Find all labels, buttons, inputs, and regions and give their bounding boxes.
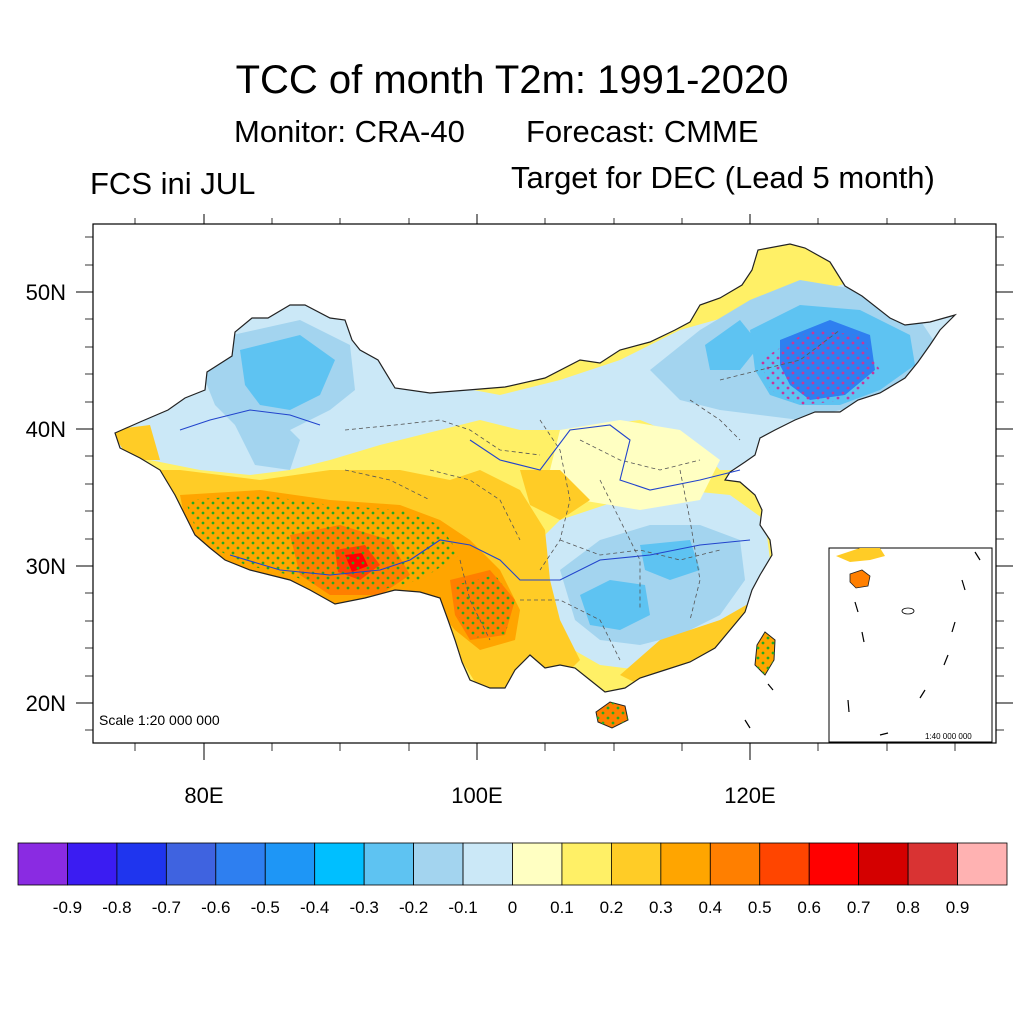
init-month-label: FCS ini JUL xyxy=(90,166,256,201)
colorbar-label: 0 xyxy=(508,898,517,917)
lon-tick-label: 80E xyxy=(184,783,223,808)
colorbar-swatch xyxy=(215,842,266,886)
colorbar-label: -0.5 xyxy=(251,898,280,917)
colorbar-swatch xyxy=(561,842,612,886)
colorbar-swatch xyxy=(907,842,958,886)
map-scale-text: Scale 1:20 000 000 xyxy=(99,712,220,728)
colorbar-swatch xyxy=(67,842,118,886)
lat-tick-label: 30N xyxy=(26,554,66,579)
colorbar-swatch xyxy=(116,842,167,886)
colorbar-swatch xyxy=(17,842,68,886)
colorbar-label: 0.9 xyxy=(946,898,970,917)
colorbar-swatch xyxy=(611,842,662,886)
colorbar-label: 0.4 xyxy=(698,898,722,917)
colorbar-label: -0.8 xyxy=(102,898,131,917)
colorbar-swatch xyxy=(413,842,464,886)
lat-tick-label: 40N xyxy=(26,417,66,442)
axis-ticks xyxy=(76,214,1013,760)
colorbar-label: -0.2 xyxy=(399,898,428,917)
colorbar-swatch xyxy=(512,842,563,886)
forecast-subtitle: Forecast: CMME xyxy=(526,114,759,149)
colorbar: -0.9 -0.8 -0.7 -0.6 -0.5 -0.4 -0.3 -0.2 -0.1 0 0.1… xyxy=(17,842,1008,917)
colorbar-label: -0.3 xyxy=(350,898,379,917)
colorbar-label: -0.7 xyxy=(152,898,181,917)
colorbar-swatch xyxy=(808,842,860,886)
monitor-subtitle: Monitor: CRA-40 xyxy=(234,114,465,149)
colorbar-label: 0.5 xyxy=(748,898,772,917)
colorbar-label: 0.6 xyxy=(797,898,821,917)
colorbar-label: -0.6 xyxy=(201,898,230,917)
colorbar-swatch xyxy=(462,842,513,886)
south-china-sea-inset: 1:40 000 000 xyxy=(828,547,993,743)
colorbar-swatch xyxy=(957,842,1008,886)
colorbar-swatch xyxy=(165,842,217,886)
province-borders xyxy=(344,329,841,661)
colorbar-swatch xyxy=(759,842,810,886)
colorbar-swatch xyxy=(709,842,761,886)
colorbar-swatch xyxy=(264,842,316,886)
lon-tick-label: 120E xyxy=(724,783,775,808)
lat-tick-label: 50N xyxy=(26,280,66,305)
china-boundary xyxy=(114,243,958,693)
colorbar-label: 0.8 xyxy=(896,898,920,917)
colorbar-label: -0.4 xyxy=(300,898,329,917)
inset-scale-text: 1:40 000 000 xyxy=(925,732,972,741)
target-month-label: Target for DEC (Lead 5 month) xyxy=(511,160,935,195)
rivers xyxy=(179,409,751,581)
colorbar-label: 0.1 xyxy=(550,898,574,917)
maritime-dash-lines xyxy=(744,683,774,729)
colorbar-label: -0.9 xyxy=(53,898,82,917)
lat-tick-label: 20N xyxy=(26,691,66,716)
colorbar-swatch xyxy=(858,842,909,886)
colorbar-label: 0.7 xyxy=(847,898,871,917)
colorbar-swatch xyxy=(314,842,365,886)
colorbar-label: -0.1 xyxy=(448,898,477,917)
colorbar-label: 0.3 xyxy=(649,898,673,917)
colorbar-swatch xyxy=(660,842,711,886)
chart-title: TCC of month T2m: 1991-2020 xyxy=(235,58,789,102)
colorbar-swatch xyxy=(363,842,414,886)
colorbar-label: 0.2 xyxy=(600,898,624,917)
lon-tick-label: 100E xyxy=(451,783,502,808)
